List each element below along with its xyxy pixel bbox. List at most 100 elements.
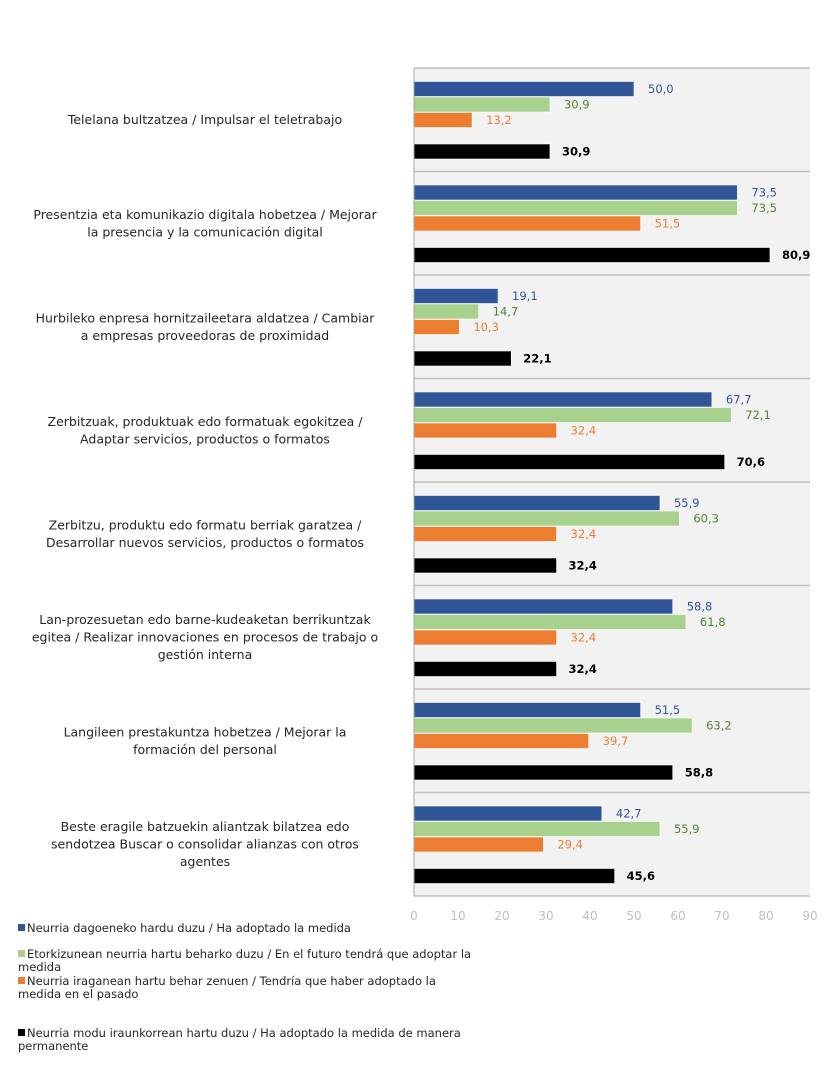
bar-permanent [413, 247, 771, 263]
bar-permanent [413, 143, 551, 160]
bar-future [413, 717, 693, 734]
legend-label: Neurria modu iraunkorrean hartu duzu / H… [27, 1026, 461, 1040]
x-tick-label: 90 [802, 909, 817, 923]
category-label: Hurbileko enpresa hornitzaileetara aldat… [36, 310, 376, 343]
value-label-future: 72,1 [745, 408, 771, 422]
bar-adopted [413, 805, 603, 822]
category-label: Lan-prozesuetan edo barne-kudeaketan ber… [32, 612, 378, 662]
legend-swatch-future [18, 950, 25, 957]
category-label-line: Hurbileko enpresa hornitzaileetara aldat… [36, 310, 376, 325]
bar-permanent [413, 557, 557, 574]
legend-label-cont: medida en el pasado [18, 987, 139, 1001]
value-label-future: 60,3 [693, 512, 719, 526]
value-label-permanent: 22,1 [523, 352, 551, 366]
legend-item: Etorkizunean neurria hartu beharko duzu … [18, 948, 498, 974]
x-tick-label: 30 [538, 909, 553, 923]
value-label-past: 29,4 [557, 838, 583, 852]
bar-future [413, 303, 479, 320]
value-label-past: 13,2 [486, 113, 512, 127]
value-label-past: 32,4 [571, 631, 597, 645]
category-label-line: egitea / Realizar innovaciones en proces… [32, 630, 378, 645]
x-tick-label: 0 [410, 909, 418, 923]
x-tick-label: 40 [582, 909, 597, 923]
bar-permanent [413, 454, 725, 470]
category-label-line: Beste eragile batzuekin aliantzak bilatz… [61, 819, 350, 834]
value-label-permanent: 32,4 [569, 559, 597, 573]
value-labels: 50,0 73,5 19,1 67,7 55,9 58,8 51,5 42,7 30,9 73,5… [473, 82, 810, 883]
legend-item: Neurria iraganean hartu behar zenuen / T… [18, 975, 498, 1001]
bar-future [413, 821, 661, 837]
value-label-future: 55,9 [674, 822, 700, 836]
category-label-line: agentes [180, 854, 230, 869]
value-label-future: 63,2 [706, 719, 732, 733]
category-label-line: sendotzea Buscar o consolidar alianzas c… [51, 837, 359, 852]
value-label-past: 10,3 [473, 320, 499, 334]
bar-future [413, 407, 732, 423]
bar-future [413, 614, 687, 630]
group-separators [414, 67, 810, 897]
value-label-adopted: 42,7 [616, 807, 642, 821]
category-labels: Telelana bultzatzea / Impulsar el teletr… [32, 112, 378, 869]
x-tick-label: 60 [670, 909, 685, 923]
category-label: Zerbitzu, produktu edo formatu berriak g… [46, 517, 364, 550]
bar-past [413, 836, 544, 853]
bar-future [413, 200, 738, 216]
bar-past [413, 733, 589, 749]
bar-permanent [413, 661, 557, 677]
value-label-adopted: 73,5 [751, 186, 777, 200]
category-label-line: Desarrollar nuevos servicios, productos … [46, 535, 364, 550]
value-label-permanent: 58,8 [685, 766, 713, 780]
value-label-future: 14,7 [493, 305, 519, 319]
category-label-line: Presentzia eta komunikazio digitala hobe… [33, 207, 377, 222]
x-tick-label: 50 [626, 909, 641, 923]
x-tick-label: 20 [494, 909, 509, 923]
x-axis-ticks: 0 10 20 30 40 50 60 70 80 90 [410, 909, 817, 923]
value-label-future: 30,9 [564, 98, 590, 112]
legend-label: Neurria iraganean hartu behar zenuen / T… [27, 974, 436, 988]
legend-label-cont: medida [18, 960, 62, 974]
legend-swatch-adopted [18, 924, 25, 931]
category-label-line: Lan-prozesuetan edo barne-kudeaketan ber… [39, 612, 371, 627]
value-label-adopted: 51,5 [655, 703, 681, 717]
category-label: Presentzia eta komunikazio digitala hobe… [33, 207, 377, 240]
bar-adopted [413, 391, 713, 408]
category-label-line: a empresas proveedoras de proximidad [81, 328, 329, 343]
category-label-line: gestión interna [158, 647, 253, 662]
value-label-past: 51,5 [655, 217, 681, 231]
legend-label: Neurria dagoeneko hardu duzu / Ha adopta… [27, 921, 351, 935]
bar-permanent [413, 350, 512, 367]
category-label-line: Adaptar servicios, productos o formatos [80, 431, 330, 446]
value-label-permanent: 30,9 [562, 145, 590, 159]
bar-future [413, 96, 551, 113]
value-label-past: 32,4 [571, 527, 597, 541]
category-label-line: la presencia y la comunicación digital [87, 224, 322, 239]
bar-adopted [413, 184, 738, 201]
value-label-future: 61,8 [700, 615, 726, 629]
category-label-line: Telelana bultzatzea / Impulsar el teletr… [67, 112, 342, 127]
value-label-permanent: 32,4 [569, 662, 597, 676]
category-label: Beste eragile batzuekin aliantzak bilatz… [51, 819, 359, 869]
bar-past [413, 629, 557, 646]
bar-past [413, 422, 557, 439]
bar-past [413, 526, 557, 542]
category-label: Langileen prestakuntza hobetzea / Mejora… [64, 724, 347, 757]
bar-past [413, 319, 460, 335]
value-label-adopted: 67,7 [726, 393, 752, 407]
value-label-permanent: 70,6 [737, 455, 765, 469]
category-label-line: Langileen prestakuntza hobetzea / Mejora… [64, 724, 347, 739]
legend-swatch-permanent [18, 1029, 25, 1036]
value-label-adopted: 50,0 [648, 82, 674, 96]
value-label-adopted: 58,8 [687, 600, 713, 614]
bar-adopted [413, 288, 499, 304]
value-label-permanent: 80,9 [782, 248, 810, 262]
bar-past [413, 215, 641, 232]
legend-item: Neurria dagoeneko hardu duzu / Ha adopta… [18, 922, 498, 935]
bar-adopted [413, 598, 674, 615]
value-label-future: 73,5 [751, 201, 777, 215]
legend-swatch-past [18, 977, 25, 984]
bar-future [413, 510, 680, 527]
bar-adopted [413, 81, 635, 97]
bar-permanent [413, 868, 615, 884]
bar-adopted [413, 495, 661, 511]
